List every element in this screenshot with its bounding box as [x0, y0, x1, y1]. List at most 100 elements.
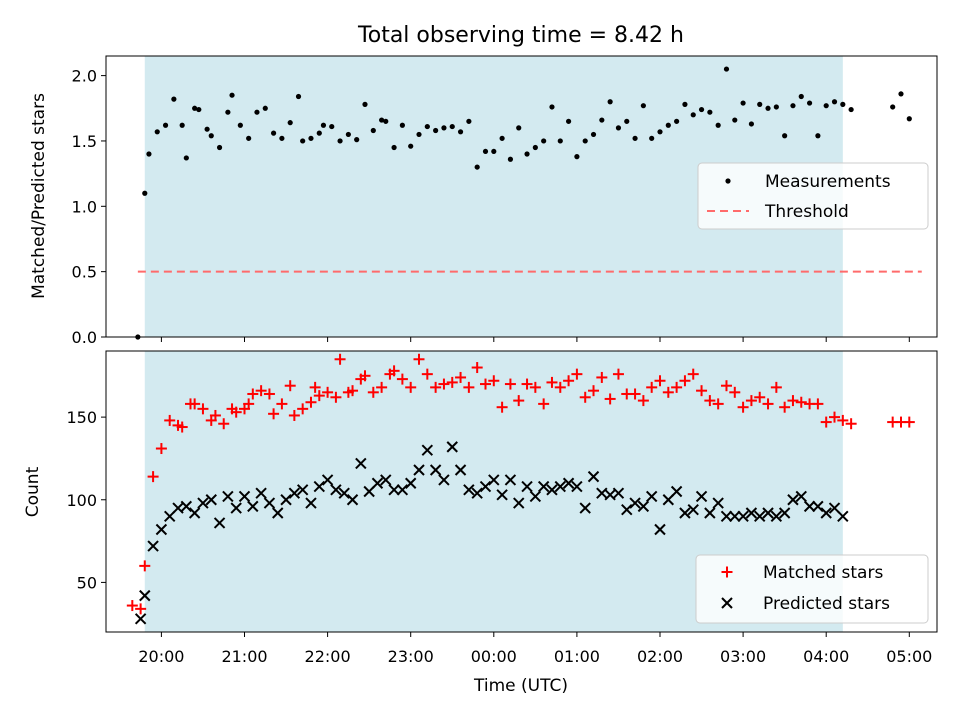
x-tick-label: 20:00 — [138, 647, 184, 666]
measurement-point — [607, 99, 613, 105]
measurement-point — [287, 120, 293, 126]
measurement-point — [416, 131, 422, 138]
bottom-y-axis: 50 100 150 — [66, 408, 106, 592]
predicted-point — [180, 500, 193, 513]
x-tick-label: 04:00 — [803, 647, 849, 666]
matched-point — [176, 421, 188, 433]
measurement-point — [590, 131, 597, 138]
top-y-axis-label: Matched/Predicted stars — [29, 93, 49, 299]
matched-point — [376, 381, 388, 393]
predicted-point — [313, 480, 325, 493]
matched-point — [820, 416, 832, 428]
measurement-point — [424, 123, 430, 130]
predicted-point — [438, 474, 450, 486]
predicted-point — [562, 477, 575, 489]
matched-point — [305, 396, 317, 408]
predicted-point — [355, 457, 367, 470]
matched-point — [712, 398, 724, 410]
matched-point — [829, 411, 841, 423]
matched-point — [255, 385, 267, 397]
legend-predicted-marker — [721, 597, 733, 609]
measurement-point — [507, 156, 514, 162]
predicted-point — [579, 502, 591, 514]
measurement-point — [216, 144, 223, 151]
matched-point — [637, 395, 649, 407]
measurement-point — [345, 131, 351, 138]
predicted-point — [704, 507, 716, 519]
top-plot-frame — [105, 55, 938, 338]
predicted-point — [820, 507, 832, 519]
predicted-point — [837, 510, 849, 523]
measurement-point — [146, 151, 152, 157]
measurement-point — [270, 130, 277, 136]
measurement-point — [615, 125, 622, 131]
predicted-point — [338, 487, 350, 499]
measurement-point — [337, 138, 343, 144]
measurement-point — [848, 106, 854, 113]
measurement-point — [657, 129, 663, 135]
matched-point — [479, 378, 491, 390]
predicted-point — [754, 510, 766, 523]
predicted-point — [629, 497, 641, 509]
predicted-point — [280, 494, 292, 506]
measurement-point — [295, 93, 302, 100]
x-tick-label: 00:00 — [471, 647, 517, 666]
measurement-point — [740, 100, 746, 106]
matched-point — [845, 418, 857, 430]
predicted-point — [778, 507, 791, 519]
matched-point — [554, 381, 566, 393]
matched-point — [604, 393, 616, 405]
matched-point — [243, 398, 255, 410]
measurement-point — [765, 105, 771, 111]
bottom-legend-box — [695, 554, 929, 624]
measurement-point — [491, 148, 497, 155]
predicted-point — [737, 510, 749, 523]
matched-point — [413, 353, 425, 365]
y-tick-label: 0.0 — [72, 328, 97, 347]
matched-point — [322, 386, 334, 398]
matched-point — [446, 376, 458, 388]
measurement-point — [457, 129, 464, 135]
matched-point — [313, 390, 325, 402]
x-axis-label: Time (UTC) — [473, 676, 568, 696]
measurement-point — [565, 118, 572, 124]
predicted-point — [770, 510, 783, 523]
predicted-point — [346, 494, 359, 506]
matched-point — [147, 471, 159, 483]
matched-point — [770, 381, 782, 393]
measurement-point — [640, 103, 646, 109]
matched-point — [745, 395, 757, 407]
predicted-point — [537, 480, 550, 493]
measurement-point — [449, 123, 455, 130]
measurement-point — [715, 122, 721, 128]
predicted-point — [654, 523, 666, 536]
predicted-point — [139, 589, 151, 602]
measurement-point — [300, 138, 306, 144]
matched-point — [334, 353, 346, 365]
matched-point — [463, 381, 475, 393]
measurement-point — [196, 106, 202, 113]
measurement-point — [379, 117, 385, 123]
measurement-point — [316, 130, 322, 136]
measurement-point — [665, 122, 671, 128]
matched-point — [529, 381, 541, 393]
matched-point — [903, 416, 915, 428]
measurement-point — [815, 133, 821, 139]
predicted-point — [695, 490, 708, 503]
matched-point — [654, 375, 666, 387]
measurement-point — [532, 144, 538, 151]
legend-matched-marker — [721, 566, 733, 578]
measurement-point — [179, 122, 185, 128]
matched-point — [359, 370, 371, 382]
measurement-point — [906, 116, 912, 122]
measurement-point — [723, 66, 730, 72]
matched-point — [268, 408, 280, 420]
matched-point — [438, 378, 450, 390]
predicted-point — [812, 500, 824, 513]
matched-point — [754, 391, 766, 403]
chart-title: Total observing time = 8.42 h — [357, 23, 684, 48]
predicted-point — [388, 484, 400, 496]
measurement-point — [262, 105, 268, 111]
predicted-point — [554, 480, 566, 493]
measurement-point — [831, 99, 838, 105]
